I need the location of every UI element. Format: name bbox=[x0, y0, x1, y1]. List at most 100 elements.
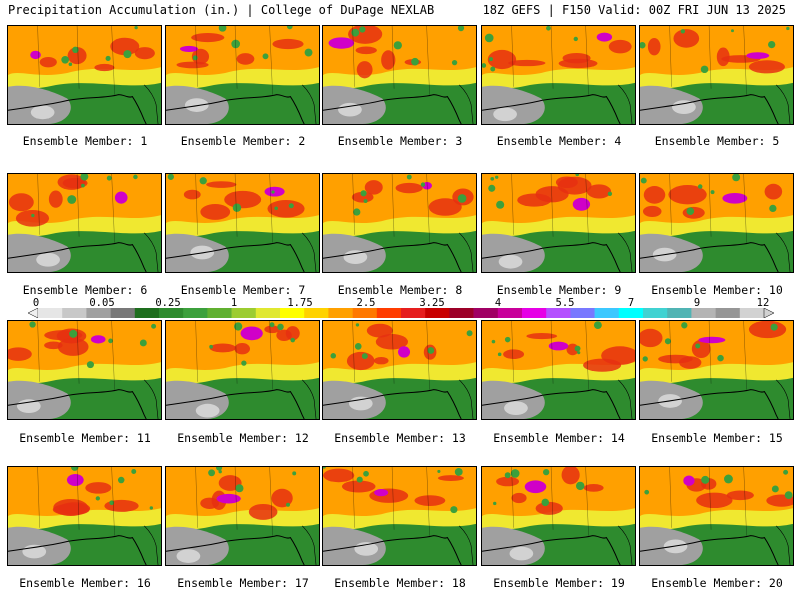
precip-trace-area bbox=[323, 526, 386, 565]
colorbar-tick-label: 1 bbox=[230, 297, 238, 309]
precip-heavy-area bbox=[508, 59, 546, 67]
precip-low-spot bbox=[269, 322, 275, 328]
precip-heavy-area bbox=[248, 503, 278, 520]
colorbar-left-arrow bbox=[28, 308, 39, 318]
precip-low-spot bbox=[353, 208, 361, 216]
atlantic-coastline bbox=[144, 525, 159, 565]
gulf-coastline bbox=[482, 94, 621, 124]
precip-map bbox=[166, 321, 319, 419]
precip-extreme-area bbox=[683, 475, 695, 486]
atlantic-coastline bbox=[302, 379, 317, 419]
state-borders bbox=[352, 467, 430, 536]
atlantic-coastline bbox=[302, 232, 317, 272]
precip-low-spot bbox=[496, 200, 505, 209]
colorbar-swatch bbox=[62, 308, 87, 318]
precip-none-area bbox=[195, 403, 220, 418]
colorbar-swatch bbox=[134, 308, 160, 318]
precip-none-area bbox=[22, 544, 47, 559]
precip-heavy-area bbox=[271, 488, 293, 508]
precip-map bbox=[323, 467, 476, 565]
atlantic-coastline bbox=[618, 84, 633, 124]
precip-low-spot bbox=[732, 174, 741, 182]
precip-none-area bbox=[343, 250, 368, 264]
precip-low-spot bbox=[450, 506, 458, 514]
precip-heavy-area bbox=[658, 354, 693, 364]
precip-low-spot bbox=[235, 484, 244, 493]
precip-heavy-area bbox=[110, 37, 140, 56]
precip-low-spot bbox=[770, 323, 778, 331]
precip-low-spot bbox=[80, 174, 89, 181]
precip-low-spot bbox=[546, 26, 551, 31]
precip-low-spot bbox=[504, 472, 511, 479]
precip-low-spot bbox=[593, 321, 602, 330]
state-borders bbox=[37, 321, 115, 390]
precip-low-spot bbox=[117, 476, 125, 484]
precip-heavy-area bbox=[67, 47, 87, 65]
colorbar-swatch bbox=[449, 308, 474, 318]
precip-heavy-area bbox=[39, 56, 57, 68]
colorbar-tick-label: 1.75 bbox=[287, 297, 313, 309]
gulf-coastline bbox=[482, 535, 621, 565]
precip-extreme-area bbox=[698, 336, 726, 344]
ensemble-map-panel bbox=[481, 25, 636, 125]
precip-low-spot bbox=[644, 489, 650, 495]
precip-heavy-area bbox=[668, 184, 707, 205]
precip-low-spot bbox=[218, 470, 222, 474]
precip-low-spot bbox=[681, 322, 688, 329]
precip-low-spot bbox=[199, 177, 207, 185]
precip-extreme-area bbox=[524, 480, 547, 494]
precip-none-area bbox=[36, 252, 60, 267]
state-borders bbox=[511, 321, 589, 390]
precip-heavy-area bbox=[586, 184, 612, 199]
ensemble-map-panel bbox=[322, 173, 477, 273]
precip-low-spot bbox=[363, 470, 369, 477]
precip-heavy-area bbox=[647, 37, 661, 56]
gulf-coastline bbox=[640, 535, 779, 565]
precip-low-spot bbox=[323, 467, 326, 469]
precip-heavy-area bbox=[104, 499, 139, 512]
precip-heavy-area bbox=[373, 356, 389, 365]
precip-low-spot bbox=[286, 502, 290, 507]
precip-heavy-area bbox=[608, 39, 632, 54]
precip-low-spot bbox=[575, 174, 580, 177]
ensemble-member-label: Ensemble Member: 18 bbox=[334, 576, 466, 590]
precip-low-spot bbox=[466, 330, 473, 337]
gulf-coastline bbox=[482, 242, 621, 272]
atlantic-coastline bbox=[776, 232, 791, 272]
colorbar-swatch bbox=[594, 308, 620, 318]
precip-low-spot bbox=[510, 469, 520, 478]
ensemble-member-label: Ensemble Member: 12 bbox=[177, 431, 309, 445]
precip-low-spot bbox=[607, 191, 613, 196]
precip-heavy-area bbox=[236, 53, 255, 65]
gulf-coastline bbox=[166, 389, 305, 419]
precip-extreme-area bbox=[30, 50, 41, 60]
precip-heavy-area bbox=[183, 189, 201, 200]
precip-heavy-area bbox=[346, 351, 375, 371]
precip-map bbox=[482, 174, 635, 272]
precip-low-spot bbox=[363, 199, 368, 204]
precip-heavy-area bbox=[323, 468, 355, 483]
precip-heavy-area bbox=[517, 193, 552, 207]
atlantic-coastline bbox=[776, 525, 791, 565]
precip-low-spot bbox=[241, 360, 247, 366]
precip-band-moderate bbox=[8, 174, 161, 223]
gulf-coastline bbox=[8, 389, 147, 419]
precip-map bbox=[640, 174, 793, 272]
ensemble-map-panel bbox=[639, 466, 794, 566]
precip-low-spot bbox=[271, 190, 275, 194]
colorbar-swatch bbox=[667, 308, 692, 318]
precip-low-spot bbox=[504, 336, 511, 343]
precip-heavy-area bbox=[351, 191, 374, 203]
atlantic-coastline bbox=[618, 525, 633, 565]
precip-heavy-area bbox=[414, 495, 446, 507]
precip-low-spot bbox=[72, 46, 79, 54]
precip-heavy-area bbox=[364, 180, 383, 195]
precip-heavy-area bbox=[191, 48, 210, 65]
precip-low-spot bbox=[29, 321, 36, 328]
precip-low-spot bbox=[457, 26, 465, 32]
state-borders bbox=[511, 26, 589, 95]
gulf-coastline bbox=[640, 242, 779, 272]
precip-low-spot bbox=[411, 57, 419, 66]
precip-heavy-area bbox=[267, 199, 305, 218]
precip-low-spot bbox=[286, 26, 293, 30]
